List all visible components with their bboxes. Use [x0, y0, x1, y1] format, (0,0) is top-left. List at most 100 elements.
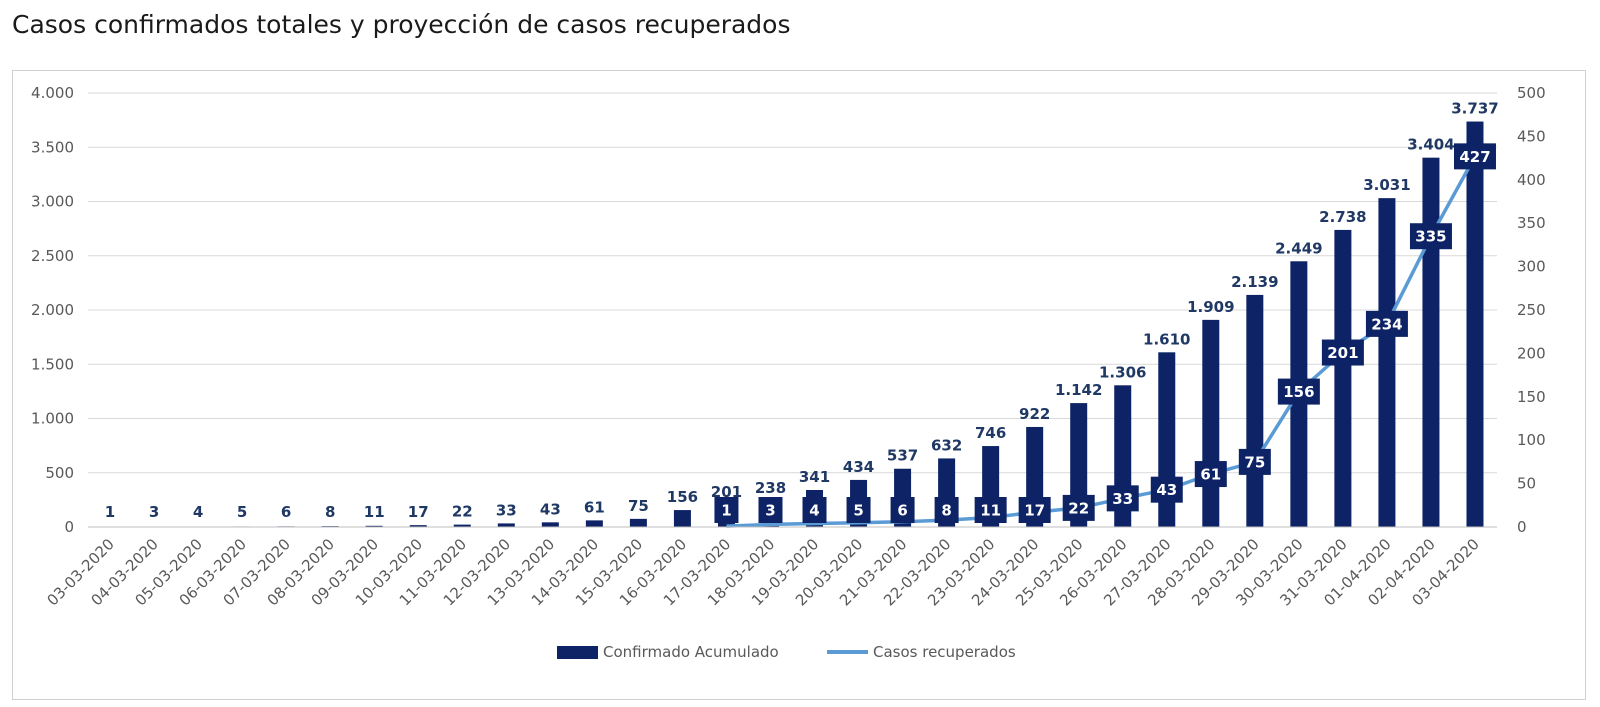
line-data-label-text: 1	[721, 502, 731, 520]
bar-data-label: 1.909	[1187, 298, 1234, 316]
line-data-label: 335	[1409, 223, 1452, 250]
bar-data-label: 75	[628, 497, 649, 515]
bar	[585, 520, 603, 527]
bar	[1378, 198, 1396, 527]
line-data-label-text: 201	[1327, 344, 1358, 362]
line-data-label-box	[1321, 339, 1364, 366]
gridlines	[88, 92, 1497, 528]
bar	[1202, 319, 1220, 527]
line-data-label-box	[1238, 448, 1271, 475]
line-data-label-text: 61	[1200, 466, 1221, 484]
line-data-label-box	[1194, 461, 1227, 488]
bar-data-label: 2.139	[1231, 273, 1278, 291]
legend-bar-swatch	[557, 646, 598, 659]
y-right-tick-label: 100	[1517, 431, 1546, 449]
line-data-label-text: 5	[853, 502, 863, 520]
y-right-tick-label: 150	[1517, 388, 1546, 406]
line-data-label-box	[758, 497, 783, 523]
y-left-tick-label: 500	[45, 464, 74, 482]
bar	[1334, 229, 1352, 527]
line-data-label: 33	[1106, 485, 1139, 512]
y-left-tick-label: 1.000	[31, 410, 74, 428]
line-data-label-text: 335	[1415, 228, 1446, 246]
bar-data-label: 922	[1019, 405, 1050, 423]
chart: 1 3 4 5 6 8 11 17 22 33 43 61 75 156 201 23834143453763…	[31, 84, 1546, 661]
bar	[365, 525, 383, 527]
line-data-label: 4	[802, 497, 827, 523]
bar-data-label: 3.404	[1407, 136, 1454, 154]
bar	[1246, 294, 1264, 527]
line-data-label-text: 4	[809, 502, 819, 520]
line-data-label: 234	[1365, 310, 1408, 337]
y-right-tick-label: 350	[1517, 214, 1546, 232]
line-data-label-box	[1453, 143, 1496, 170]
line-data-label-text: 6	[897, 502, 907, 520]
line-data-label-text: 75	[1244, 453, 1265, 471]
y-left-tick-label: 4.000	[31, 84, 74, 102]
y-right-tick-label: 450	[1517, 127, 1546, 145]
line-data-label: 156	[1277, 378, 1320, 405]
bar-data-label: 33	[496, 501, 517, 519]
bar-data-label: 5	[237, 503, 247, 521]
y-axis-left: 0 500 1.000 1.500 2.000 2.500 3.000 3.500 4.000	[31, 84, 74, 536]
bar-data-label: 1.610	[1143, 330, 1190, 348]
bar-data-label: 2.738	[1319, 208, 1366, 226]
line-data-labels: 1 3 4 5 6 8 11 17 22 33 43 61 75 156 201 234 335 427	[714, 143, 1496, 523]
line-data-label-text: 427	[1459, 148, 1490, 166]
bar-data-label: 6	[281, 503, 291, 521]
bar-data-label: 4	[193, 503, 203, 521]
line-data-label-box	[714, 497, 739, 523]
bar	[497, 523, 515, 527]
bar-data-label: 61	[584, 498, 605, 516]
bar-data-label: 238	[755, 479, 786, 497]
bar-data-label: 43	[540, 500, 561, 518]
bar-data-label: 632	[931, 436, 962, 454]
bar-data-label: 434	[843, 458, 874, 476]
legend-item-casos-recuperados: Casos recuperados	[827, 643, 1016, 661]
line-data-label-box	[802, 497, 827, 523]
line-data-label-box	[1409, 223, 1452, 250]
y-right-tick-label: 0	[1517, 518, 1527, 536]
y-left-tick-label: 1.500	[31, 355, 74, 373]
line-data-label: 201	[1321, 339, 1364, 366]
line-data-label-text: 234	[1371, 315, 1402, 333]
bar-data-label: 156	[667, 488, 698, 506]
bar	[409, 525, 427, 527]
line-data-label-text: 22	[1068, 499, 1089, 517]
line-data-label: 61	[1194, 461, 1227, 488]
line-data-label-text: 43	[1156, 481, 1177, 499]
line-data-label-box	[934, 497, 959, 523]
line-data-label: 75	[1238, 448, 1271, 475]
bar-data-label: 537	[887, 447, 918, 465]
y-right-tick-label: 400	[1517, 171, 1546, 189]
bar-data-label: 746	[975, 424, 1006, 442]
y-left-tick-label: 3.500	[31, 138, 74, 156]
bars-confirmado-acumulado	[101, 121, 1484, 528]
bar-data-label: 2.449	[1275, 239, 1322, 257]
line-data-label-text: 156	[1283, 383, 1314, 401]
y-axis-right: 0 50 100 150 200 250 300 350 400 450 500	[1517, 84, 1546, 536]
line-data-label-text: 11	[980, 502, 1001, 520]
line-data-label-text: 8	[941, 502, 951, 520]
line-data-label-box	[1018, 497, 1051, 523]
bar	[541, 522, 559, 527]
line-data-label-box	[1277, 378, 1320, 405]
bar	[1466, 121, 1484, 528]
line-data-label-text: 3	[765, 502, 775, 520]
legend-label: Casos recuperados	[873, 643, 1016, 661]
bar-data-label: 341	[799, 468, 830, 486]
chart-frame: 1 3 4 5 6 8 11 17 22 33 43 61 75 156 201 238 341 434 537 63…	[12, 70, 1586, 700]
bar-data-label: 1	[105, 503, 115, 521]
y-left-tick-label: 0	[64, 518, 74, 536]
bar-data-label: 17	[408, 503, 429, 521]
y-right-tick-label: 200	[1517, 344, 1546, 362]
line-data-label: 8	[934, 497, 959, 523]
line-data-label-box	[890, 497, 915, 523]
legend: Confirmado Acumulado Casos recuperados	[557, 643, 1016, 661]
bar-data-label: 22	[452, 503, 473, 521]
line-data-label-box	[1365, 310, 1408, 337]
line-data-label-box	[1106, 485, 1139, 512]
y-right-tick-label: 50	[1517, 475, 1536, 493]
legend-label: Confirmado Acumulado	[603, 643, 779, 661]
bar	[453, 524, 471, 527]
